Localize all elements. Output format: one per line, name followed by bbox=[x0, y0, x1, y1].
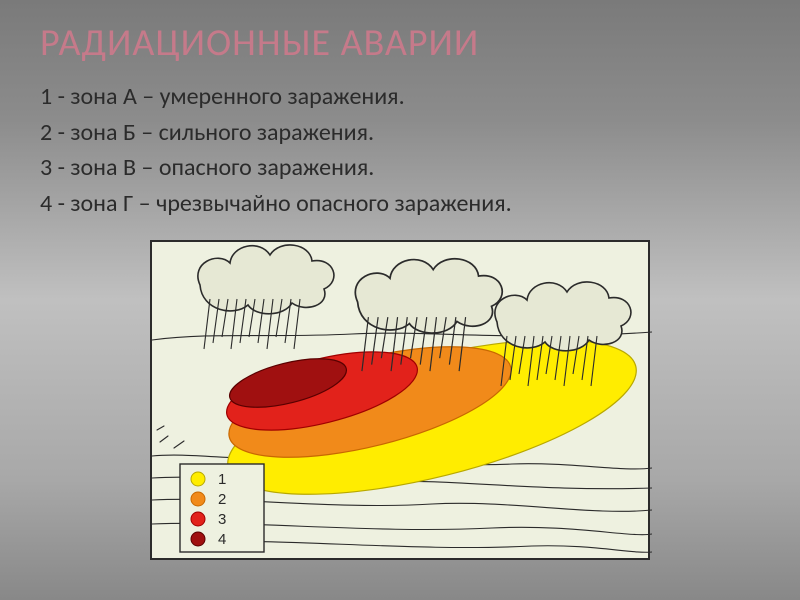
zone-line-3: 3 - зона В – опасного заражения. bbox=[40, 151, 760, 185]
zones-list: 1 - зона А – умеренного заражения. 2 - з… bbox=[40, 80, 760, 220]
zone-3-num: 3 bbox=[40, 153, 52, 182]
zone-4-num: 4 bbox=[40, 189, 52, 218]
svg-text:1: 1 bbox=[218, 471, 226, 488]
diagram-container: 1 2 3 4 bbox=[40, 240, 760, 560]
zone-2-num: 2 bbox=[40, 118, 52, 147]
zone-4-desc: чрезвычайно опасного заражения. bbox=[156, 189, 512, 218]
svg-text:4: 4 bbox=[218, 531, 226, 548]
zone-2-letter: Б bbox=[123, 118, 136, 147]
contamination-diagram: 1 2 3 4 bbox=[150, 240, 650, 560]
slide-title: РАДИАЦИОННЫЕ АВАРИИ bbox=[40, 20, 760, 66]
zone-1-desc: умеренного заражения. bbox=[160, 82, 405, 111]
zone-line-2: 2 - зона Б – сильного заражения. bbox=[40, 116, 760, 150]
zone-2-desc: сильного заражения. bbox=[159, 118, 374, 147]
zone-3-desc: опасного заражения. bbox=[159, 153, 375, 182]
zone-1-letter: А bbox=[123, 82, 137, 111]
zone-line-4: 4 - зона Г – чрезвычайно опасного зараже… bbox=[40, 187, 760, 221]
zone-1-num: 1 bbox=[40, 82, 52, 111]
svg-text:3: 3 bbox=[218, 511, 226, 528]
zone-line-1: 1 - зона А – умеренного заражения. bbox=[40, 80, 760, 114]
zone-3-letter: В bbox=[123, 153, 136, 182]
svg-text:2: 2 bbox=[218, 491, 226, 508]
zone-4-letter: Г bbox=[123, 189, 133, 218]
diagram-svg: 1 2 3 4 bbox=[152, 242, 652, 562]
slide: РАДИАЦИОННЫЕ АВАРИИ 1 - зона А – умеренн… bbox=[0, 0, 800, 580]
